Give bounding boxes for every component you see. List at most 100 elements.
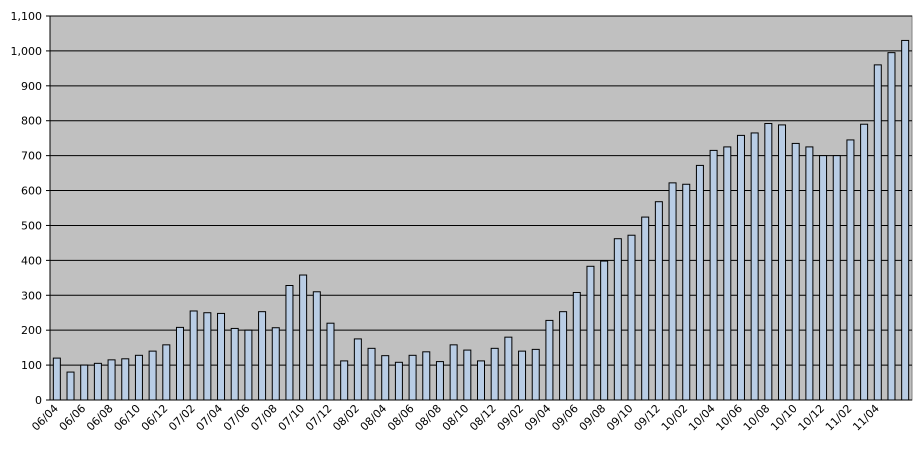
- bar: [203, 312, 212, 401]
- bar: [654, 201, 663, 401]
- x-tick-label: 07/08: [248, 402, 280, 434]
- bar: [162, 344, 171, 401]
- bar: [80, 364, 89, 401]
- x-tick-label: 08/06: [385, 402, 417, 434]
- bar: [367, 347, 376, 401]
- x-tick-label: 06/10: [111, 402, 143, 434]
- x-tick-label: 07/06: [221, 402, 253, 434]
- bar: [682, 183, 691, 401]
- bar: [778, 124, 787, 401]
- bar: [121, 358, 130, 401]
- x-tick-label: 10/12: [796, 402, 828, 434]
- bar: [463, 349, 472, 401]
- bar: [832, 155, 841, 401]
- bar: [736, 134, 745, 401]
- x-tick-label: 07/10: [276, 402, 308, 434]
- x-tick-label: 08/08: [412, 402, 444, 434]
- x-tick-label: 08/12: [467, 402, 499, 434]
- y-tick-label: 200: [21, 324, 42, 337]
- bar: [353, 338, 362, 401]
- bar: [805, 146, 814, 401]
- x-tick-label: 10/08: [741, 402, 773, 434]
- y-tick-label: 0: [35, 394, 42, 407]
- x-tick-label: 07/02: [166, 402, 198, 434]
- y-tick-label: 400: [21, 254, 42, 267]
- bar: [134, 354, 143, 401]
- bar: [175, 326, 184, 401]
- bar: [312, 291, 321, 401]
- bar: [66, 371, 75, 401]
- bar: [791, 142, 800, 401]
- bar: [449, 344, 458, 401]
- bar: [258, 311, 267, 401]
- x-tick-label: 11/02: [823, 402, 855, 434]
- x-tick-label: 09/12: [631, 402, 663, 434]
- bar: [52, 357, 61, 401]
- bar: [764, 123, 773, 401]
- bar: [887, 52, 896, 401]
- bar: [490, 347, 499, 401]
- x-tick-label: 10/04: [686, 402, 718, 434]
- bar: [93, 362, 102, 401]
- bar: [422, 351, 431, 401]
- bar: [586, 265, 595, 401]
- bar: [271, 327, 280, 401]
- bar: [600, 260, 609, 401]
- bar: [613, 238, 622, 401]
- y-tick-label: 1,000: [11, 45, 43, 58]
- y-tick-label: 100: [21, 359, 42, 372]
- bar: [641, 216, 650, 401]
- x-tick-label: 08/10: [440, 402, 472, 434]
- bar: [381, 355, 390, 401]
- x-tick-label: 10/10: [768, 402, 800, 434]
- bar: [299, 274, 308, 401]
- bar: [545, 319, 554, 401]
- bar: [340, 360, 349, 401]
- bar: [217, 312, 226, 401]
- y-tick-label: 800: [21, 115, 42, 128]
- x-tick-label: 10/02: [659, 402, 691, 434]
- bar: [668, 182, 677, 401]
- bar: [408, 354, 417, 401]
- bar: [326, 322, 335, 401]
- bar: [189, 310, 198, 401]
- bar: [846, 139, 855, 401]
- bar: [750, 132, 759, 401]
- x-tick-label: 07/04: [194, 402, 226, 434]
- y-tick-label: 500: [21, 219, 42, 232]
- bar: [559, 311, 568, 401]
- bar: [873, 64, 882, 401]
- x-tick-label: 07/12: [303, 402, 335, 434]
- bar: [148, 350, 157, 401]
- y-tick-label: 300: [21, 289, 42, 302]
- x-tick-label: 09/08: [577, 402, 609, 434]
- x-tick-label: 08/04: [358, 402, 390, 434]
- bar: [107, 359, 116, 401]
- bar: [572, 291, 581, 401]
- bar: [819, 155, 828, 401]
- bar: [860, 123, 869, 401]
- bar: [504, 336, 513, 401]
- x-tick-label: 11/04: [850, 402, 882, 434]
- x-tick-label: 09/04: [522, 402, 554, 434]
- x-tick-label: 06/12: [139, 402, 171, 434]
- bar: [285, 284, 294, 401]
- x-tick-label: 06/08: [84, 402, 116, 434]
- x-tick-label: 08/02: [330, 402, 362, 434]
- x-tick-label: 10/06: [713, 402, 745, 434]
- bar: [709, 149, 718, 401]
- bar: [723, 146, 732, 401]
- x-tick-label: 09/02: [495, 402, 527, 434]
- bar: [394, 361, 403, 401]
- bar: [230, 327, 239, 401]
- bar: [627, 234, 636, 401]
- bar: [244, 329, 253, 401]
- bar: [695, 164, 704, 401]
- bar: [901, 39, 910, 401]
- x-tick-label: 09/06: [549, 402, 581, 434]
- bar: [518, 350, 527, 401]
- bar: [435, 361, 444, 401]
- bar: [477, 360, 485, 401]
- bar: [531, 348, 540, 401]
